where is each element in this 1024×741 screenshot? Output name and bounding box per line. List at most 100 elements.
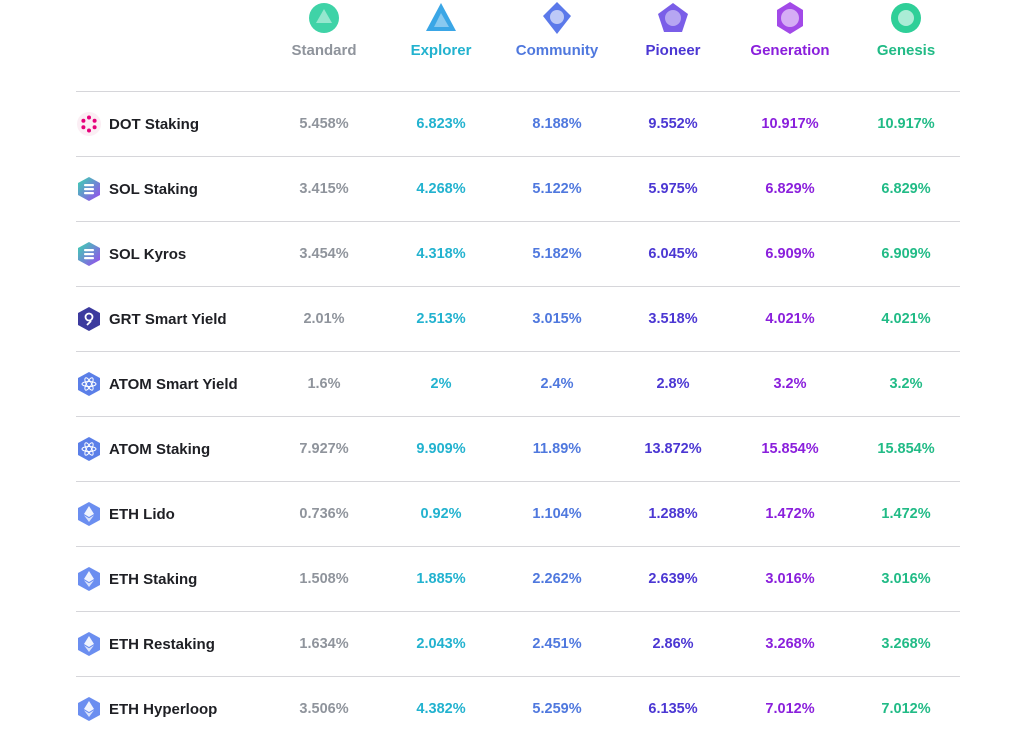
- asset-name-cell: SOL Kyros: [76, 222, 186, 286]
- tier-label: Community: [515, 42, 599, 59]
- rate-cell-generation: 3.268%: [765, 636, 815, 652]
- rate-cell-explorer: 0.92%: [420, 506, 462, 522]
- asset-name: ATOM Staking: [109, 440, 211, 458]
- rate-cell-community: 1.104%: [532, 506, 582, 522]
- rate-cell-community: 3.015%: [532, 311, 582, 327]
- table-body: DOT Staking 5.458% 6.823% 8.188% 9.552% 10.91…: [76, 92, 960, 741]
- tier-label: Explorer: [410, 42, 472, 59]
- asset-name-cell: ETH Lido: [76, 482, 175, 546]
- rate-cell-genesis: 3.016%: [881, 571, 931, 587]
- rate-cell-standard: 3.506%: [299, 701, 349, 717]
- rate-cell-standard: 1.6%: [307, 376, 341, 392]
- rate-cell-standard: 0.736%: [299, 506, 349, 522]
- rate-cell-generation: 4.021%: [765, 311, 815, 327]
- rate-cell-pioneer: 9.552%: [648, 116, 698, 132]
- rate-cell-community: 2.451%: [532, 636, 582, 652]
- tier-label: Generation: [750, 42, 830, 59]
- rate-cell-genesis: 3.268%: [881, 636, 931, 652]
- rate-cell-generation: 3.2%: [773, 376, 807, 392]
- rate-cell-generation: 6.909%: [765, 246, 815, 262]
- pioneer-tier-icon: [658, 3, 688, 32]
- tier-column-header: Standard: [266, 0, 382, 59]
- tier-label: Standard: [291, 42, 357, 59]
- rate-cell-explorer: 9.909%: [416, 441, 466, 457]
- tier-column-header: Community: [499, 0, 615, 59]
- rate-cell-explorer: 2%: [430, 376, 452, 392]
- asset-name: SOL Staking: [109, 180, 198, 198]
- rate-cell-pioneer: 5.975%: [648, 181, 698, 197]
- rate-cell-generation: 6.829%: [765, 181, 815, 197]
- rate-cell-explorer: 6.823%: [416, 116, 466, 132]
- table-row: ATOM Smart Yield 1.6% 2% 2.4% 2.8% 3.2% 3.2%: [76, 352, 960, 417]
- tier-column-header: Genesis: [848, 0, 964, 59]
- cosmos-icon: [78, 372, 100, 396]
- asset-name: GRT Smart Yield: [109, 310, 227, 328]
- rate-cell-generation: 10.917%: [761, 116, 819, 132]
- tier-label: Genesis: [876, 42, 936, 59]
- rewards-table: Standard Explorer Community Pioneer Generati…: [76, 0, 960, 741]
- rate-cell-pioneer: 6.135%: [648, 701, 698, 717]
- asset-name: SOL Kyros: [109, 245, 187, 263]
- standard-tier-icon: [309, 3, 339, 33]
- asset-name-cell: ATOM Staking: [76, 417, 210, 481]
- rate-cell-explorer: 4.318%: [416, 246, 466, 262]
- rate-cell-community: 2.262%: [532, 571, 582, 587]
- community-tier-icon: [543, 2, 571, 34]
- rate-cell-standard: 2.01%: [303, 311, 345, 327]
- ethereum-icon: [78, 502, 100, 526]
- asset-name-cell: ETH Staking: [76, 547, 197, 611]
- rate-cell-community: 8.188%: [532, 116, 582, 132]
- table-row: GRT Smart Yield 2.01% 2.513% 3.015% 3.518% 4.…: [76, 287, 960, 352]
- asset-name-cell: GRT Smart Yield: [76, 287, 227, 351]
- ethereum-icon: [78, 632, 100, 656]
- tier-header-row: Standard Explorer Community Pioneer Generati…: [76, 0, 960, 92]
- rate-cell-generation: 3.016%: [765, 571, 815, 587]
- asset-name: ATOM Smart Yield: [109, 375, 238, 393]
- rate-cell-standard: 3.415%: [299, 181, 349, 197]
- rate-cell-pioneer: 13.872%: [644, 441, 702, 457]
- genesis-tier-icon: [891, 3, 921, 33]
- rate-cell-standard: 1.508%: [299, 571, 349, 587]
- rate-cell-genesis: 3.2%: [889, 376, 923, 392]
- rate-cell-genesis: 10.917%: [877, 116, 935, 132]
- rate-cell-genesis: 6.909%: [881, 246, 931, 262]
- rate-cell-generation: 1.472%: [765, 506, 815, 522]
- rate-cell-genesis: 1.472%: [881, 506, 931, 522]
- asset-name-cell: ATOM Smart Yield: [76, 352, 238, 416]
- table-row: DOT Staking 5.458% 6.823% 8.188% 9.552% 10.91…: [76, 92, 960, 157]
- table-row: SOL Kyros 3.454% 4.318% 5.182% 6.045% 6.909% 6…: [76, 222, 960, 287]
- explorer-tier-icon: [426, 3, 456, 31]
- graph-icon: [78, 307, 100, 331]
- table-row: ATOM Staking 7.927% 9.909% 11.89% 13.872% 15.…: [76, 417, 960, 482]
- rate-cell-community: 5.259%: [532, 701, 582, 717]
- asset-name-cell: SOL Staking: [76, 157, 198, 221]
- solana-icon: [78, 242, 100, 266]
- rate-cell-community: 2.4%: [540, 376, 574, 392]
- rate-cell-pioneer: 2.639%: [648, 571, 698, 587]
- rate-cell-genesis: 7.012%: [881, 701, 931, 717]
- rate-cell-pioneer: 1.288%: [648, 506, 698, 522]
- asset-name: DOT Staking: [109, 115, 200, 133]
- asset-name-cell: ETH Restaking: [76, 612, 215, 676]
- asset-name: ETH Hyperloop: [109, 700, 218, 718]
- rate-cell-explorer: 4.382%: [416, 701, 466, 717]
- table-row: ETH Restaking 1.634% 2.043% 2.451% 2.86% 3.26…: [76, 612, 960, 677]
- asset-name: ETH Staking: [109, 570, 198, 588]
- asset-name: ETH Restaking: [109, 635, 215, 653]
- tier-column-header: Pioneer: [615, 0, 731, 59]
- rate-cell-standard: 7.927%: [299, 441, 349, 457]
- rate-cell-explorer: 2.513%: [416, 311, 466, 327]
- asset-name-cell: ETH Hyperloop: [76, 677, 217, 741]
- rate-cell-genesis: 6.829%: [881, 181, 931, 197]
- rate-cell-pioneer: 2.86%: [652, 636, 694, 652]
- rate-cell-community: 11.89%: [532, 441, 582, 457]
- rate-cell-explorer: 1.885%: [416, 571, 466, 587]
- tier-column-header: Explorer: [383, 0, 499, 59]
- table-row: ETH Lido 0.736% 0.92% 1.104% 1.288% 1.472% 1.4…: [76, 482, 960, 547]
- rate-cell-standard: 3.454%: [299, 246, 349, 262]
- ethereum-icon: [78, 697, 100, 721]
- rate-cell-explorer: 2.043%: [416, 636, 466, 652]
- rate-cell-genesis: 15.854%: [877, 441, 935, 457]
- rate-cell-pioneer: 2.8%: [656, 376, 690, 392]
- asset-name: ETH Lido: [109, 505, 175, 523]
